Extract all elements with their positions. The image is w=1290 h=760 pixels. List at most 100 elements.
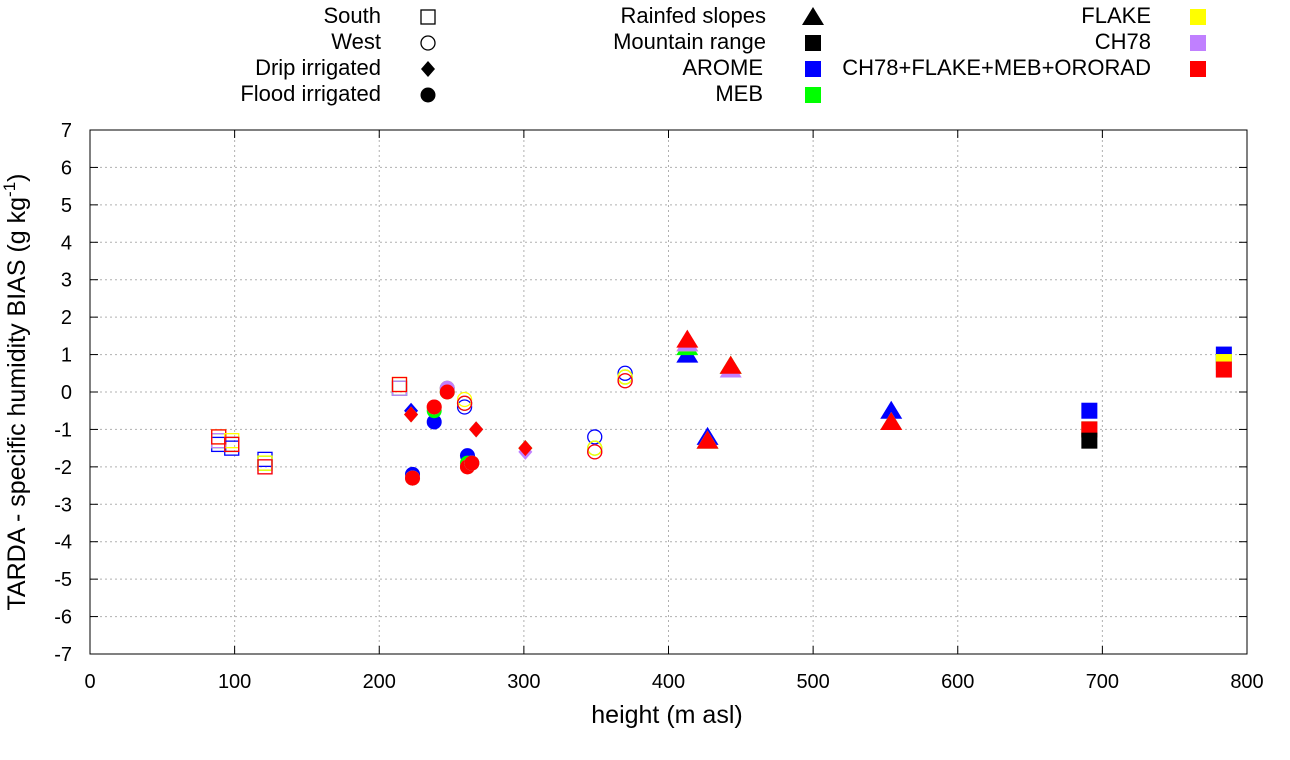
data-point [880,400,903,419]
y-tick-label: 4 [61,232,72,254]
data-point [464,455,480,471]
data-point [391,376,408,393]
data-point [391,380,408,396]
square-open-marker [391,376,408,393]
y-axis-title-sup: -1 [0,182,19,197]
triangle-marker [802,7,824,25]
data-points [211,329,1232,486]
x-tick-label: 500 [796,671,829,693]
data-point [257,455,273,471]
data-point [257,455,273,471]
legend-model-label: AROME [682,55,763,80]
y-tick-label: -6 [54,607,72,629]
data-point [1081,402,1098,419]
x-axis-title: height (m asl) [591,701,742,729]
diamond-marker [469,421,484,438]
square-open-marker [224,436,240,453]
square-open-marker [257,455,273,471]
x-tick-label: 200 [363,671,396,693]
legend-site-symbol [805,35,821,51]
legend-site-label: Rainfed slopes [620,3,766,28]
data-point [456,391,473,408]
data-point [426,414,442,430]
legend-model-swatch [1190,35,1206,51]
square-open-marker [391,380,408,396]
square-marker [1215,361,1232,378]
legend-model-swatch [805,87,821,103]
square-open-marker [211,433,227,449]
circle-marker [439,384,455,400]
square-open-marker [257,459,273,475]
circle-open-marker [456,395,473,411]
circle-marker [426,399,442,415]
circle-marker [426,414,442,430]
legend-site-label: West [331,29,381,54]
data-point [719,355,742,374]
legend-site-symbol [421,61,435,77]
data-point [469,421,484,438]
x-tick-label: 700 [1086,671,1119,693]
circle-open-marker [587,440,603,456]
legend-site-symbol [420,87,436,103]
circle-open-marker [420,35,436,51]
y-tick-label: 3 [61,270,72,292]
triangle-marker [880,411,903,430]
triangle-marker [676,329,699,348]
legend-model-label: CH78 [1095,29,1151,54]
x-tick-label: 800 [1230,671,1263,693]
axis-ticks: 0 100 200 300 400 500 600 700 800 -7 -6 -5 -4 -3 -2 -1 0… [54,120,1263,693]
y-tick-label: 0 [61,382,72,404]
data-point [587,444,603,460]
square-open-marker [224,436,240,453]
data-point [696,430,719,449]
circle-open-marker [617,365,633,381]
data-point [391,380,408,396]
data-point [211,433,227,449]
square-marker [1081,402,1098,419]
data-point [617,365,633,381]
diamond-marker [518,440,533,457]
data-point [676,329,699,348]
circle-marker [464,455,480,471]
data-point [1215,361,1232,378]
circle-open-marker [456,391,473,408]
data-point [587,440,603,456]
y-tick-label: 5 [61,195,72,217]
square-open-marker [391,380,408,396]
data-point [224,436,240,453]
plot-frame [89,129,1248,655]
diamond-marker [421,61,435,77]
data-point [224,436,240,453]
x-tick-label: 600 [941,671,974,693]
legend-site-label: Mountain range [613,29,766,54]
legend-model-swatch [805,61,821,77]
legend-model-swatch [1190,61,1206,77]
y-tick-label: -7 [54,644,72,666]
data-point [439,384,455,400]
circle-open-marker [617,373,633,389]
square-marker [805,35,821,51]
legend-model-label: FLAKE [1081,3,1151,28]
y-axis-title-main: TARDA - specific humidity BIAS (g kg [3,197,31,611]
y-tick-label: -2 [54,457,72,479]
triangle-marker [719,355,742,374]
y-axis-title-close: ) [3,173,31,181]
data-point [426,399,442,415]
square-open-marker [420,9,436,25]
data-point [405,470,421,486]
data-point [257,459,273,475]
data-point [404,406,419,423]
legend-model-label: CH78+FLAKE+MEB+ORORAD [842,55,1151,80]
data-point [224,436,240,453]
data-point [617,373,633,389]
square-open-marker [211,433,227,449]
legend-site-symbol [420,35,436,51]
legend-model-swatch [1190,9,1206,25]
data-point [518,440,533,457]
y-tick-label: 1 [61,345,72,367]
circle-marker [405,470,421,486]
data-point [456,399,473,415]
data-point [880,411,903,430]
data-point [617,369,633,385]
